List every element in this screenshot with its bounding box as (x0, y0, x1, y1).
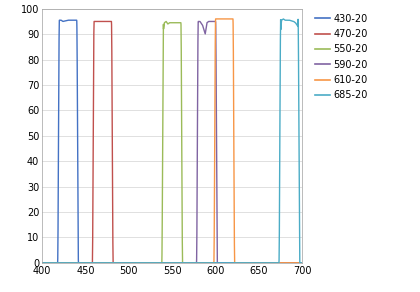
430-20 (39, 261, 45, 265)
430-20 (292, 261, 297, 265)
610-20 (292, 261, 297, 265)
685-20 (281, 17, 286, 21)
610-20 (213, 17, 218, 21)
685-20 (166, 261, 171, 265)
685-20 (53, 261, 58, 265)
550-20 (159, 261, 164, 265)
470-20 (244, 261, 249, 265)
590-20 (292, 261, 297, 265)
550-20 (292, 261, 297, 265)
610-20 (39, 261, 45, 265)
590-20 (196, 20, 201, 23)
Line: 550-20: 550-20 (42, 22, 302, 263)
685-20 (292, 21, 297, 24)
Line: 470-20: 470-20 (42, 21, 302, 263)
430-20 (53, 261, 58, 265)
590-20 (159, 261, 164, 265)
590-20 (244, 261, 249, 265)
550-20 (292, 261, 297, 265)
685-20 (300, 261, 305, 265)
Line: 430-20: 430-20 (42, 20, 302, 263)
Legend: 430-20, 470-20, 550-20, 590-20, 610-20, 685-20: 430-20, 470-20, 550-20, 590-20, 610-20, … (315, 14, 368, 100)
550-20 (39, 261, 45, 265)
430-20 (166, 261, 171, 265)
590-20 (166, 261, 171, 265)
430-20 (159, 261, 164, 265)
550-20 (164, 20, 169, 23)
610-20 (166, 261, 171, 265)
610-20 (244, 261, 249, 265)
610-20 (300, 261, 305, 265)
430-20 (292, 261, 297, 265)
685-20 (159, 261, 164, 265)
550-20 (244, 261, 249, 265)
610-20 (159, 261, 164, 265)
Line: 685-20: 685-20 (42, 19, 302, 263)
610-20 (53, 261, 58, 265)
Line: 610-20: 610-20 (42, 19, 302, 263)
470-20 (159, 261, 164, 265)
685-20 (292, 20, 297, 24)
610-20 (292, 261, 297, 265)
685-20 (244, 261, 249, 265)
470-20 (292, 261, 297, 265)
Line: 590-20: 590-20 (42, 21, 302, 263)
470-20 (300, 261, 305, 265)
550-20 (166, 22, 171, 25)
685-20 (39, 261, 45, 265)
430-20 (244, 261, 249, 265)
470-20 (92, 20, 97, 23)
430-20 (300, 261, 305, 265)
470-20 (292, 261, 297, 265)
590-20 (39, 261, 45, 265)
470-20 (39, 261, 45, 265)
470-20 (53, 261, 58, 265)
590-20 (53, 261, 58, 265)
550-20 (53, 261, 58, 265)
430-20 (57, 18, 62, 22)
590-20 (300, 261, 305, 265)
470-20 (166, 261, 171, 265)
550-20 (300, 261, 305, 265)
590-20 (292, 261, 297, 265)
